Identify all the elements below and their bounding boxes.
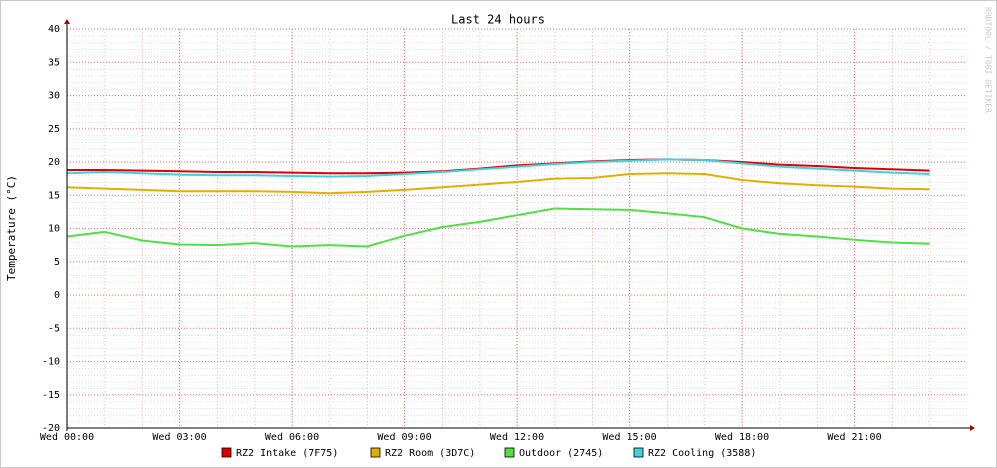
legend-swatch (504, 447, 515, 458)
y-tick-label: 35 (48, 57, 60, 68)
y-tick-label: 0 (54, 290, 60, 301)
y-axis-label: Temperature (°C) (5, 175, 18, 281)
x-arrow (970, 425, 975, 431)
grid (66, 28, 967, 429)
series-line (66, 172, 930, 195)
legend: RZ2 Intake (7F75) RZ2 Room (3D7C) Outdoor … (221, 447, 756, 459)
legend-swatch (370, 447, 381, 458)
chart-title: Last 24 hours (451, 13, 545, 27)
x-tick-label: Wed 06:00 (265, 432, 319, 443)
legend-label: RZ2 Intake (7F75) (236, 448, 338, 459)
y-tick-label: -5 (48, 323, 60, 334)
x-tick-label: Wed 15:00 (602, 432, 656, 443)
legend-swatch (633, 447, 644, 458)
legend-label: Outdoor (2745) (519, 448, 603, 459)
x-tick-label: Wed 09:00 (377, 432, 431, 443)
x-tick-label: Wed 18:00 (715, 432, 769, 443)
y-tick-label: 25 (48, 124, 60, 135)
series-line (66, 158, 930, 178)
y-tick-label: 40 (48, 24, 60, 35)
y-tick-label: -10 (42, 357, 60, 368)
watermark: RRDTOOL / TOBI OETIKER (984, 7, 993, 113)
x-tick-label: Wed 03:00 (152, 432, 206, 443)
x-tick-label: Wed 00:00 (40, 432, 94, 443)
x-tick-label: Wed 21:00 (827, 432, 881, 443)
series-line (66, 207, 930, 248)
lines (66, 158, 930, 248)
y-tick-label: -15 (42, 390, 60, 401)
y-tick-label: 5 (54, 257, 60, 268)
y-tick-label: -20 (42, 423, 60, 434)
legend-label: RZ2 Room (3D7C) (385, 448, 475, 459)
y-tick-label: 10 (48, 224, 60, 235)
y-tick-label: 15 (48, 190, 60, 201)
x-tick-label: Wed 12:00 (490, 432, 544, 443)
y-tick-label: 30 (48, 91, 60, 102)
y-tick-label: 20 (48, 157, 60, 168)
legend-swatch (221, 447, 232, 458)
legend-label: RZ2 Cooling (3588) (648, 448, 756, 459)
y-arrow (64, 19, 70, 24)
tick-labels: -20 -15 -10 -5 0 5 10 15 20 25 30 35 40 Wed 00:00 Wed … (40, 24, 882, 443)
